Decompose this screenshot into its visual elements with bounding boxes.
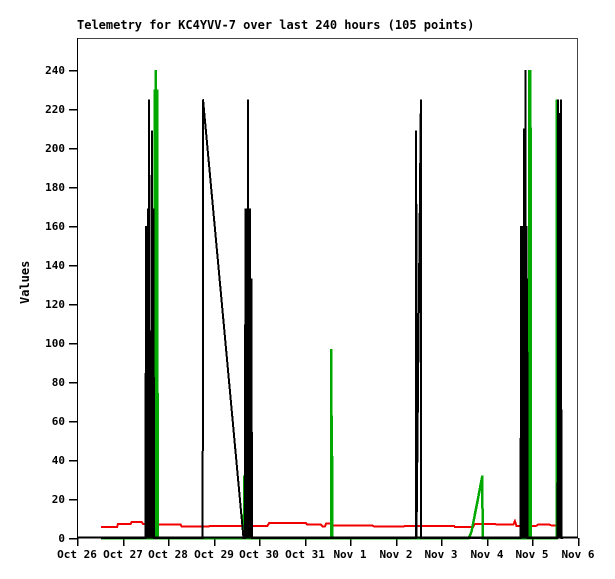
series-line-channel-2-green: [101, 69, 559, 540]
y-tick-label: 40: [51, 454, 65, 467]
x-tick-label: Nov 2: [379, 548, 413, 561]
x-tick-label: Nov 5: [515, 548, 549, 561]
y-tick-label: 60: [51, 415, 65, 428]
y-tick-label: 0: [58, 532, 65, 545]
x-tick-label: Nov 3: [424, 548, 458, 561]
y-tick-label: 80: [51, 376, 65, 389]
plot-frame: [77, 38, 578, 538]
y-tick-label: 20: [51, 493, 65, 506]
x-tick-label: Oct 28: [148, 548, 188, 561]
y-tick-label: 120: [45, 298, 65, 311]
chart-title: Telemetry for KC4YVV-7 over last 240 hou…: [77, 18, 475, 32]
y-tick-label: 160: [45, 220, 65, 233]
y-tick-label: 180: [45, 181, 65, 194]
x-tick-label: Oct 29: [194, 548, 234, 561]
y-tick-label: 200: [45, 142, 65, 155]
x-tick-label: Oct 31: [285, 548, 325, 561]
y-tick-label: 220: [45, 103, 65, 116]
y-tick-label: 100: [45, 337, 65, 350]
x-tick-label: Nov 1: [333, 548, 367, 561]
x-tick-label: Oct 30: [239, 548, 279, 561]
series-line-channel-1-black: [101, 69, 563, 539]
x-tick-label: Nov 4: [470, 548, 504, 561]
x-tick-label: Oct 27: [103, 548, 143, 561]
x-tick-label: Nov 6: [561, 548, 595, 561]
y-tick-label: 140: [45, 259, 65, 272]
x-tick-label: Oct 26: [57, 548, 97, 561]
y-tick-label: 240: [45, 64, 65, 77]
